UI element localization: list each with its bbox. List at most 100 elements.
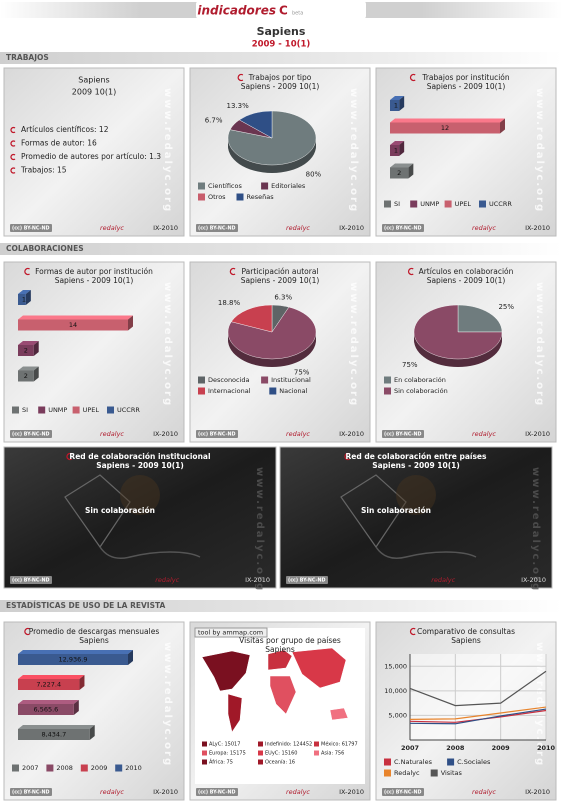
y-tick-label: 15,000 xyxy=(384,662,407,670)
license-badge xyxy=(196,430,238,438)
footer-date: IX-2010 xyxy=(153,224,178,232)
pie-slice xyxy=(227,306,317,360)
chart-subtitle: Sapiens - 2009 10(1) xyxy=(241,276,320,285)
map-label: EUyC: 15160 xyxy=(265,751,297,757)
bar-top xyxy=(18,725,95,729)
bar-side xyxy=(25,290,31,305)
legend-label: 2007 xyxy=(22,764,39,772)
map-swatch xyxy=(258,741,263,747)
logo-mark: C xyxy=(279,4,288,18)
title-icon xyxy=(344,452,350,461)
beta: beta xyxy=(292,11,303,17)
legend-swatch xyxy=(72,406,80,414)
section-title: COLABORACIONES xyxy=(6,244,84,253)
page-title: Sapiens xyxy=(257,25,306,38)
section-bar xyxy=(0,600,562,612)
legend-swatch xyxy=(198,376,205,384)
bullet xyxy=(10,126,16,134)
title-icon xyxy=(66,452,73,461)
series-line xyxy=(409,670,547,707)
plot-area xyxy=(410,654,546,740)
bar-top xyxy=(18,366,39,371)
watermark: www.redalyc.org xyxy=(348,88,359,213)
legend-swatch xyxy=(46,764,54,772)
map-label: México: 61797 xyxy=(321,741,358,748)
title-icon xyxy=(237,73,244,82)
map-region xyxy=(267,649,293,671)
legend-label: UCCRR xyxy=(117,406,140,414)
panel xyxy=(279,446,553,589)
y-tick-label: 10,000 xyxy=(384,687,407,695)
value-label: 2 xyxy=(24,372,28,380)
summary-title: Sapiens xyxy=(78,76,109,85)
network-note: Sin colaboración xyxy=(85,506,155,515)
value-label: 6.7% xyxy=(205,116,223,124)
panel xyxy=(3,67,185,237)
watermark: www.redalyc.org xyxy=(534,88,545,213)
license: (cc) BY-NC-ND xyxy=(288,578,326,584)
license-badge xyxy=(382,788,424,796)
legend-label: Otros xyxy=(208,193,226,201)
section-title: ESTADÍSTICAS DE USO DE LA REVISTA xyxy=(6,601,166,610)
chart-title: Comparativo de consultas xyxy=(417,627,515,636)
license-badge xyxy=(286,576,328,584)
legend-swatch xyxy=(115,764,123,772)
legend-label: SI xyxy=(22,406,28,414)
bar-side xyxy=(79,675,85,690)
bar-side xyxy=(73,700,79,715)
legend-swatch xyxy=(384,769,391,777)
pie-slice xyxy=(457,304,503,333)
chart-subtitle: Sapiens - 2009 10(1) xyxy=(427,82,506,91)
network-glow xyxy=(120,475,160,515)
license-badge xyxy=(10,430,52,438)
license-badge xyxy=(382,224,424,232)
chart-title: Trabajos por tipo xyxy=(248,73,312,82)
chart-title: Formas de autor por institución xyxy=(35,267,153,276)
footer-date: IX-2010 xyxy=(153,430,178,438)
map-swatch xyxy=(258,750,263,756)
footer-date: IX-2010 xyxy=(339,430,364,438)
legend-label: En colaboración xyxy=(394,376,446,384)
legend-label: Editoriales xyxy=(271,182,306,190)
value-label: 25% xyxy=(498,303,514,311)
title-icon xyxy=(24,627,30,636)
license: (cc) BY-NC-ND xyxy=(384,790,422,796)
map-swatch xyxy=(314,750,319,756)
license-badge xyxy=(196,788,238,796)
value-label: 2 xyxy=(24,347,28,355)
brand: redalyc xyxy=(100,788,124,796)
value-label: 18.8% xyxy=(218,299,241,307)
chart-subtitle: Sapiens - 2009 10(1) xyxy=(372,461,460,470)
pie-slice xyxy=(230,304,273,333)
watermark: www.redalyc.org xyxy=(162,88,173,213)
map-region xyxy=(291,647,347,689)
value-label: 7,227.4 xyxy=(36,681,61,689)
legend-swatch xyxy=(430,769,438,777)
network-shape xyxy=(340,474,407,549)
watermark: www.redalyc.org xyxy=(254,467,265,592)
brand: redalyc xyxy=(100,224,124,232)
license: (cc) BY-NC-ND xyxy=(198,790,236,796)
value-label: 6,565.6 xyxy=(34,706,59,714)
legend-label: UNMP xyxy=(48,406,67,414)
license: (cc) BY-NC-ND xyxy=(198,432,236,438)
bar-top xyxy=(390,163,414,168)
bar xyxy=(18,345,34,356)
bar-top xyxy=(390,141,405,145)
bar-top xyxy=(18,290,31,294)
chart-title: Participación autoral xyxy=(241,267,318,276)
credit-box xyxy=(194,627,268,638)
summary-subtitle: 2009 10(1) xyxy=(72,88,116,97)
bar xyxy=(18,704,74,715)
chart-subtitle: Sapiens - 2009 10(1) xyxy=(96,461,184,470)
legend-swatch xyxy=(384,200,391,208)
value-label: 80% xyxy=(306,170,322,178)
bar-top xyxy=(18,700,79,704)
legend-label: C.Sociales xyxy=(457,758,491,766)
bar xyxy=(390,100,400,111)
value-label: 14 xyxy=(69,321,77,329)
brand: redalyc xyxy=(155,576,179,584)
watermark: www.redalyc.org xyxy=(348,282,359,407)
chart-subtitle: Sapiens - 2009 10(1) xyxy=(55,276,134,285)
legend-label: UNMP xyxy=(420,200,439,208)
